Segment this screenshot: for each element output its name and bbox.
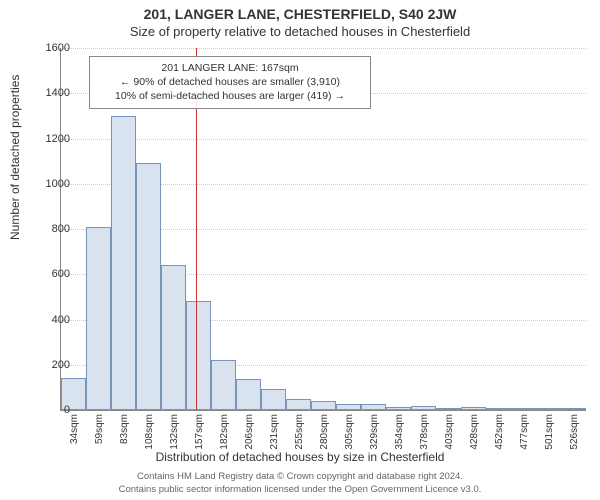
histogram-bar [261,389,286,410]
histogram-bar [136,163,161,410]
histogram-bar [511,408,536,410]
footer-attribution: Contains HM Land Registry data © Crown c… [0,471,600,496]
y-tick-label: 1400 [30,87,70,99]
chart-subtitle: Size of property relative to detached ho… [0,24,600,39]
x-tick-label: 526sqm [569,414,600,450]
gridline-h [61,48,586,49]
y-tick-label: 1600 [30,42,70,54]
annotation-line-2: ← 90% of detached houses are smaller (3,… [96,75,364,89]
histogram-bar [461,407,486,410]
annotation-line-3: 10% of semi-detached houses are larger (… [96,89,364,103]
histogram-bar [411,406,436,410]
histogram-bar [161,265,186,410]
histogram-bar [486,408,511,410]
histogram-bar [386,407,411,410]
page-title-address: 201, LANGER LANE, CHESTERFIELD, S40 2JW [0,6,600,22]
gridline-h [61,139,586,140]
annotation-line-1: 201 LANGER LANE: 167sqm [96,61,364,75]
histogram-bar [186,301,211,410]
histogram-bar [561,408,586,410]
y-tick-label: 400 [30,314,70,326]
histogram-bar [236,379,261,410]
histogram-bar [111,116,136,410]
y-tick-label: 1000 [30,178,70,190]
y-tick-label: 1200 [30,133,70,145]
footer-line-1: Contains HM Land Registry data © Crown c… [0,471,600,483]
y-tick-label: 200 [30,359,70,371]
y-tick-label: 0 [30,404,70,416]
y-tick-label: 800 [30,223,70,235]
histogram-bar [311,401,336,410]
histogram-bar [361,404,386,410]
histogram-bar [536,408,561,410]
annotation-box: 201 LANGER LANE: 167sqm ← 90% of detache… [89,56,371,109]
y-tick-label: 600 [30,268,70,280]
x-axis-label: Distribution of detached houses by size … [0,450,600,464]
histogram-bar [211,360,236,410]
histogram-bar [336,404,361,410]
y-axis-label: Number of detached properties [8,75,22,240]
histogram-bar [436,408,461,410]
footer-line-2: Contains public sector information licen… [0,484,600,496]
histogram-bar [86,227,111,410]
histogram-bar [286,399,311,410]
